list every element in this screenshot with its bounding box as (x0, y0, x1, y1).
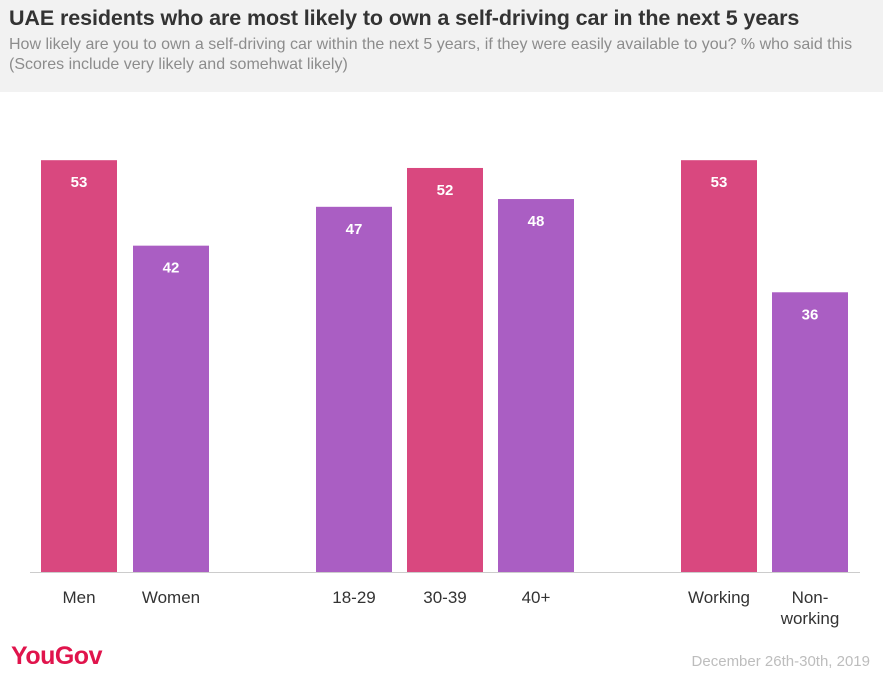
data-label: 36 (802, 306, 819, 323)
category-label: 40+ (522, 588, 551, 607)
category-label: Women (142, 588, 200, 607)
header-band: UAE residents who are most likely to own… (0, 0, 883, 92)
bar-30-39 (407, 167, 483, 572)
bar-women (133, 245, 209, 572)
bar-working (681, 160, 757, 572)
bar-18-29 (316, 206, 392, 572)
category-label: Men (62, 588, 95, 607)
category-label: Working (688, 588, 750, 607)
category-label: 30-39 (423, 588, 466, 607)
category-label: 18-29 (332, 588, 375, 607)
bar-men (41, 160, 117, 572)
bar-non-working (772, 292, 848, 572)
bar-40- (498, 199, 574, 573)
data-label: 53 (71, 174, 88, 191)
data-label: 53 (711, 174, 728, 191)
chart-title: UAE residents who are most likely to own… (9, 6, 800, 30)
survey-date: December 26th-30th, 2019 (691, 653, 870, 670)
category-label: Non-working (780, 588, 840, 628)
data-label: 48 (528, 213, 545, 230)
data-label: 42 (163, 260, 180, 277)
chart-subtitle: How likely are you to own a self-driving… (9, 36, 853, 73)
data-label: 47 (346, 221, 363, 238)
yougov-logo: YouGov (11, 642, 102, 670)
data-label: 52 (437, 182, 454, 199)
